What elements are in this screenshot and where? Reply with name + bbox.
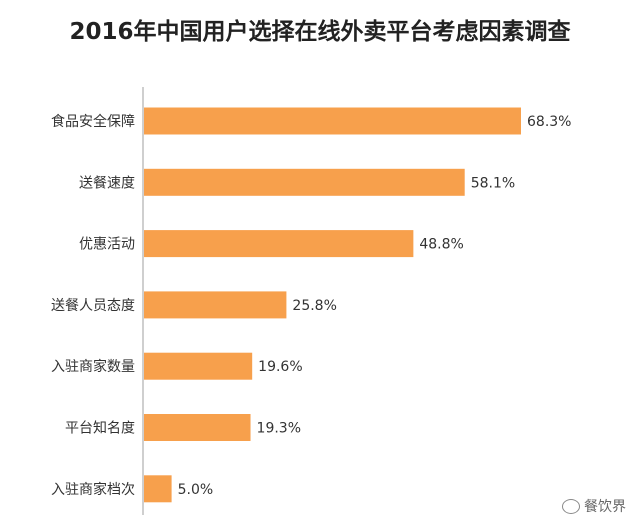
watermark-text: 餐饮界	[584, 499, 626, 515]
chat-bubble-icon	[562, 498, 580, 514]
bar-1	[144, 168, 465, 196]
category-label: 平台知名度	[65, 420, 135, 437]
value-label: 19.3%	[257, 421, 301, 437]
bar-4	[144, 352, 253, 380]
category-label: 入驻商家档次	[51, 481, 135, 498]
category-label: 入驻商家数量	[51, 358, 135, 375]
value-label: 5.0%	[178, 482, 214, 498]
value-label: 25.8%	[292, 298, 336, 314]
category-label: 送餐人员态度	[51, 298, 135, 314]
bar-6	[144, 475, 172, 503]
value-label: 68.3%	[527, 114, 571, 130]
chart-title: 2016年中国用户选择在线外卖平台考虑因素调查	[69, 19, 571, 45]
bar-3	[144, 291, 287, 319]
category-label: 食品安全保障	[51, 113, 135, 130]
category-label: 优惠活动	[79, 237, 135, 253]
value-label: 58.1%	[471, 175, 515, 191]
watermark: 餐饮界	[562, 496, 626, 516]
bar-0	[144, 107, 521, 135]
value-label: 48.8%	[419, 237, 463, 253]
category-label: 送餐速度	[79, 175, 135, 191]
bar-2	[144, 230, 414, 258]
bar-5	[144, 414, 251, 441]
value-label: 19.6%	[258, 359, 302, 375]
